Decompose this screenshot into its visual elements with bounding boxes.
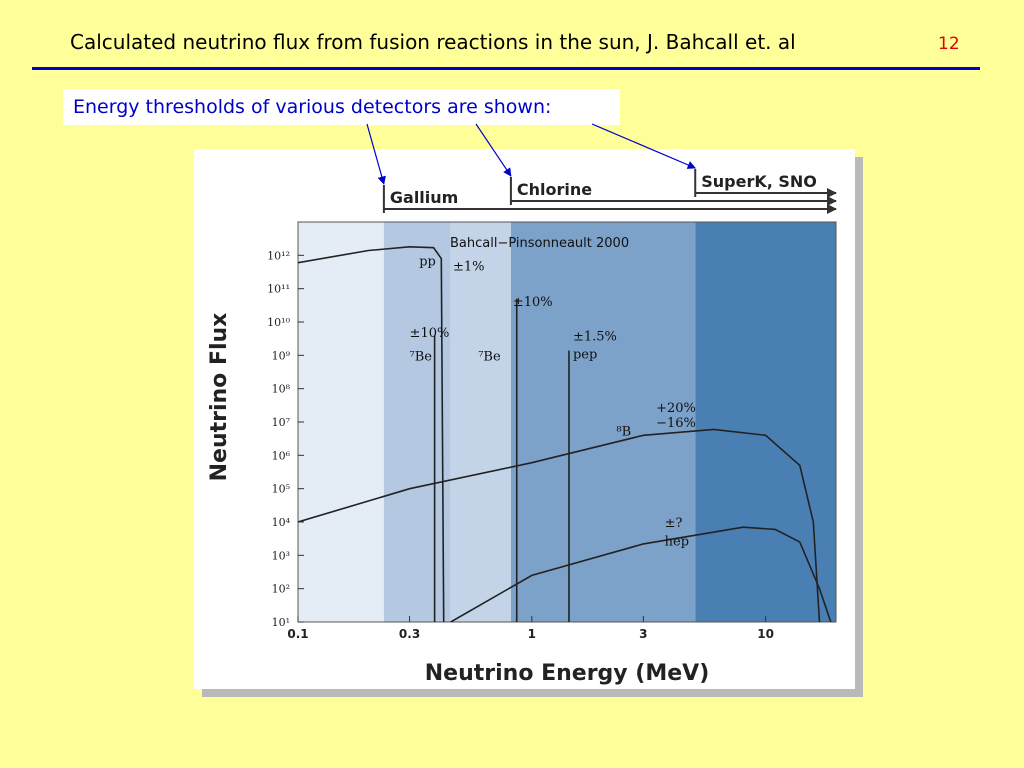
- chart-annotation: ±1.5%: [573, 329, 617, 344]
- slide-title: Calculated neutrino flux from fusion rea…: [70, 30, 796, 54]
- energy-band-2: [383, 222, 451, 622]
- chart-annotation: ±1%: [453, 260, 485, 275]
- y-axis-label: Neutrino Flux: [207, 313, 232, 482]
- chart-annotation: pep: [573, 348, 597, 363]
- detector-label-chlorine: Chlorine: [517, 180, 592, 199]
- detector-label-superk-sno: SuperK, SNO: [701, 172, 817, 191]
- threshold-arrow: [366, 123, 386, 185]
- y-tick-label: 10⁸: [272, 383, 291, 396]
- chart-annotation: +20%: [656, 401, 696, 416]
- y-tick-label: 10⁷: [272, 416, 291, 429]
- y-tick-label: 10⁵: [272, 483, 290, 496]
- x-axis-label: Neutrino Energy (MeV): [425, 661, 710, 686]
- series-curve-pp: [298, 245, 445, 622]
- x-tick-label: 0.3: [399, 627, 420, 641]
- x-tick-label: 0.1: [287, 627, 308, 641]
- threshold-arrow: [591, 123, 697, 169]
- chart-annotation: −16%: [656, 416, 696, 431]
- chart-annotation: ±?: [665, 516, 683, 531]
- energy-band-5: [695, 222, 836, 622]
- detector-label-gallium: Gallium: [390, 188, 458, 207]
- energy-band-1: [298, 222, 384, 622]
- series-curve-hep: [450, 526, 832, 622]
- x-tick-label: 3: [639, 627, 647, 641]
- x-tick-label: 1: [528, 627, 536, 641]
- x-tick-label: 10: [757, 627, 774, 641]
- y-tick-label: 10¹¹: [267, 283, 290, 296]
- energy-band-3: [450, 222, 511, 622]
- chart-annotation: ⁷Be: [478, 349, 501, 364]
- callout-box: Energy thresholds of various detectors a…: [63, 89, 620, 125]
- y-tick-label: 10²: [272, 583, 290, 596]
- y-tick-label: 10³: [272, 549, 290, 562]
- chart-annotation: ±10%: [410, 326, 450, 341]
- slide-number: 12: [938, 34, 960, 54]
- series-curve-8B: [298, 428, 821, 622]
- y-tick-label: 10⁴: [272, 516, 291, 529]
- chart-inner-label: Bahcall−Pinsonneault 2000: [450, 236, 629, 251]
- y-tick-label: 10¹: [272, 616, 290, 629]
- y-tick-label: 10¹²: [267, 249, 290, 262]
- y-tick-label: 10⁹: [272, 349, 291, 362]
- y-tick-label: 10⁶: [272, 449, 291, 462]
- y-tick-label: 10¹⁰: [267, 316, 290, 329]
- title-rule: [32, 67, 980, 70]
- chart-annotation: pp: [419, 254, 436, 269]
- chart-annotation: hep: [665, 534, 689, 549]
- threshold-arrow: [475, 123, 512, 177]
- chart-annotation: ⁷Be: [410, 349, 433, 364]
- chart-annotation: ±10%: [513, 295, 553, 310]
- chart-annotation: ⁸B: [616, 424, 631, 439]
